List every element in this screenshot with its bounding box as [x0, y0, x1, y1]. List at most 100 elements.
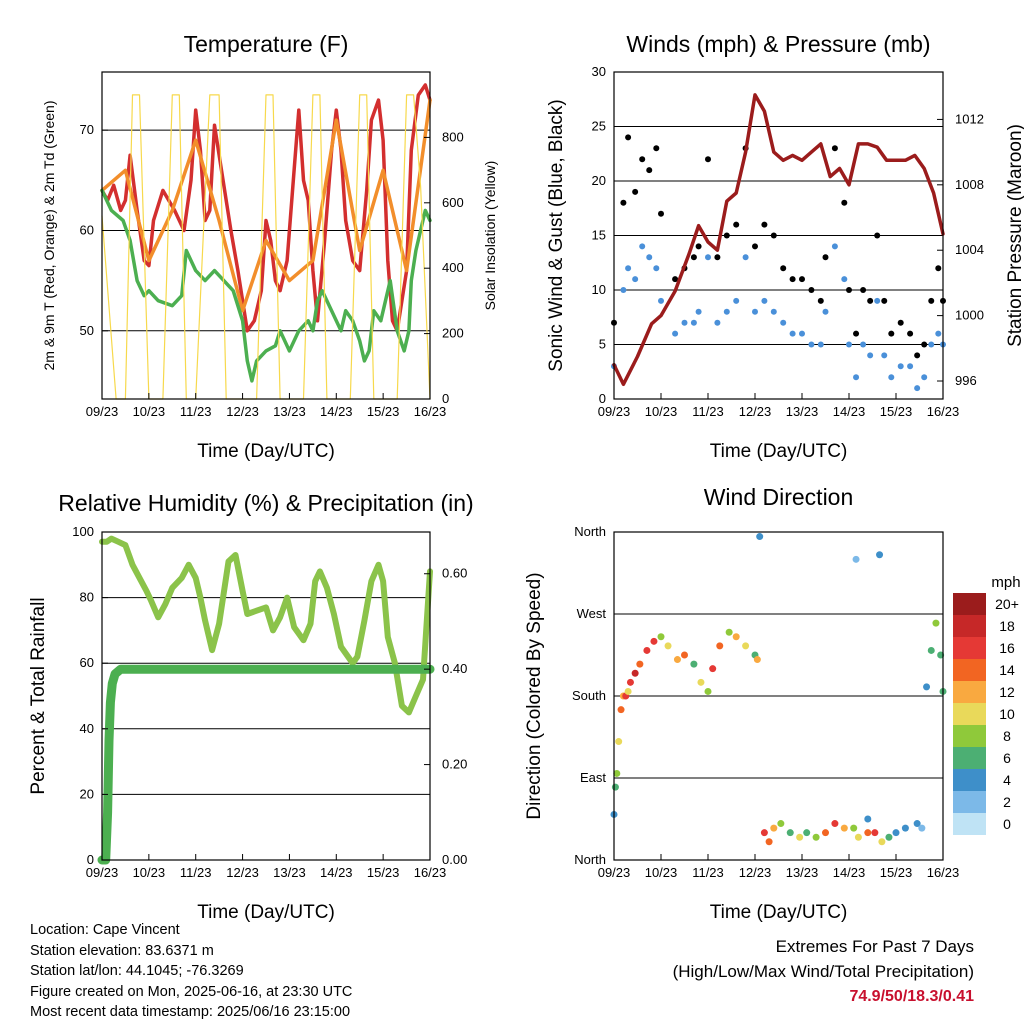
- data-point: [672, 330, 679, 337]
- y-tick-label: 30: [592, 64, 606, 79]
- x-tick-label: 10/23: [645, 865, 678, 880]
- data-point: [761, 221, 768, 228]
- data-point: [841, 276, 848, 283]
- colorbar-label: 0: [1003, 816, 1011, 832]
- plot-frame: [101, 531, 431, 861]
- y-axis-label: Direction (Colored By Speed): [524, 572, 545, 819]
- direction-point: [812, 833, 820, 841]
- data-point: [653, 145, 660, 152]
- y2-tick-label: 0.20: [442, 757, 467, 772]
- direction-point: [852, 555, 860, 563]
- direction-point: [923, 683, 931, 691]
- elevation-text: Station elevation: 83.6371 m: [30, 942, 214, 959]
- direction-point: [732, 633, 740, 641]
- direction-point: [615, 738, 623, 746]
- direction-point: [756, 533, 764, 541]
- latlon-text: Station lat/lon: 44.1045; -76.3269: [30, 963, 244, 979]
- data-point: [672, 276, 679, 283]
- y-tick-label: 80: [80, 590, 94, 605]
- direction-point: [885, 833, 893, 841]
- data-point: [653, 265, 660, 272]
- y-tick-label: 15: [592, 228, 606, 243]
- data-point: [935, 265, 942, 272]
- data-point: [705, 156, 711, 163]
- data-point: [714, 319, 721, 326]
- y2-axis-label: Station Pressure (Maroon): [1005, 124, 1024, 347]
- data-point: [646, 167, 653, 174]
- data-point: [723, 308, 730, 315]
- direction-point: [657, 633, 665, 641]
- data-point: [658, 210, 664, 217]
- data-point: [799, 330, 805, 337]
- x-tick-label: 10/23: [645, 404, 678, 419]
- y-tick-label: 40: [80, 721, 94, 736]
- series-line: [612, 93, 945, 387]
- direction-point: [918, 824, 926, 832]
- colorbar-swatch: [953, 703, 986, 725]
- y2-tick-label: 0.00: [442, 852, 467, 867]
- x-tick-label: 12/23: [739, 404, 772, 419]
- colorbar-swatch: [953, 813, 986, 835]
- y2-tick-label: 600: [442, 195, 464, 210]
- data-point: [907, 363, 914, 370]
- direction-point: [617, 706, 625, 714]
- direction-point: [690, 660, 698, 668]
- direction-point: [631, 669, 639, 677]
- y-tick-label: 5: [599, 337, 606, 352]
- direction-point: [704, 687, 712, 695]
- direction-point: [626, 678, 634, 686]
- colorbar-title: mph: [991, 574, 1020, 591]
- y2-tick-label: 400: [442, 260, 464, 275]
- y-axis-label: Percent & Total Rainfall: [28, 597, 49, 794]
- data-point: [695, 243, 702, 250]
- chart-title: Winds (mph) & Pressure (mb): [626, 31, 930, 57]
- data-point: [733, 297, 740, 304]
- data-point: [881, 352, 888, 359]
- data-point: [639, 243, 646, 250]
- y2-tick-label: 1008: [955, 177, 984, 192]
- x-tick-label: 16/23: [414, 404, 447, 419]
- x-tick-label: 09/23: [86, 865, 119, 880]
- direction-point: [850, 824, 858, 832]
- data-point: [625, 134, 632, 141]
- x-tick-label: 16/23: [927, 404, 960, 419]
- wind-direction-panel: 09/23 10/23 11/23 12/23 13/23 14/23 15/23 16/23…: [524, 484, 959, 923]
- x-tick-label: 15/23: [880, 865, 913, 880]
- data-point: [881, 297, 888, 304]
- colorbar-swatch: [953, 769, 986, 791]
- series-line: [97, 664, 435, 865]
- data-point: [658, 297, 664, 304]
- y-tick-label: 20: [80, 786, 94, 801]
- data-point: [681, 319, 688, 326]
- x-tick-label: 16/23: [414, 865, 447, 880]
- x-tick-label: 09/23: [86, 404, 119, 419]
- y-tick-label: West: [577, 606, 607, 621]
- series-line: [99, 535, 433, 716]
- colorbar-swatch: [953, 681, 986, 703]
- data-point: [846, 287, 852, 293]
- data-point: [808, 341, 815, 348]
- data-point: [935, 330, 942, 337]
- colorbar-swatch: [953, 725, 986, 747]
- data-point: [808, 287, 815, 293]
- direction-point: [673, 656, 681, 664]
- data-point: [853, 330, 860, 337]
- speed-colorbar: mph 20+ 18 16 14 12 10 8 6 4 2 0: [953, 574, 1021, 835]
- colorbar-swatch: [953, 659, 986, 681]
- data-point: [695, 308, 702, 315]
- x-tick-label: 09/23: [598, 404, 631, 419]
- direction-point: [901, 824, 909, 832]
- data-point: [733, 221, 740, 228]
- x-tick-label: 13/23: [273, 404, 306, 419]
- direction-point: [770, 824, 778, 832]
- data-point: [789, 276, 796, 283]
- y-tick-label: 50: [80, 323, 94, 338]
- direction-point: [611, 783, 619, 791]
- direction-point: [786, 829, 794, 837]
- recent-timestamp-text: Most recent data timestamp: 2025/06/16 2…: [30, 1004, 351, 1020]
- colorbar-label: 4: [1003, 772, 1011, 788]
- chart-title: Wind Direction: [704, 484, 854, 510]
- data-point: [723, 232, 730, 239]
- plot-frame: [101, 71, 431, 400]
- y-tick-label: 25: [592, 119, 606, 134]
